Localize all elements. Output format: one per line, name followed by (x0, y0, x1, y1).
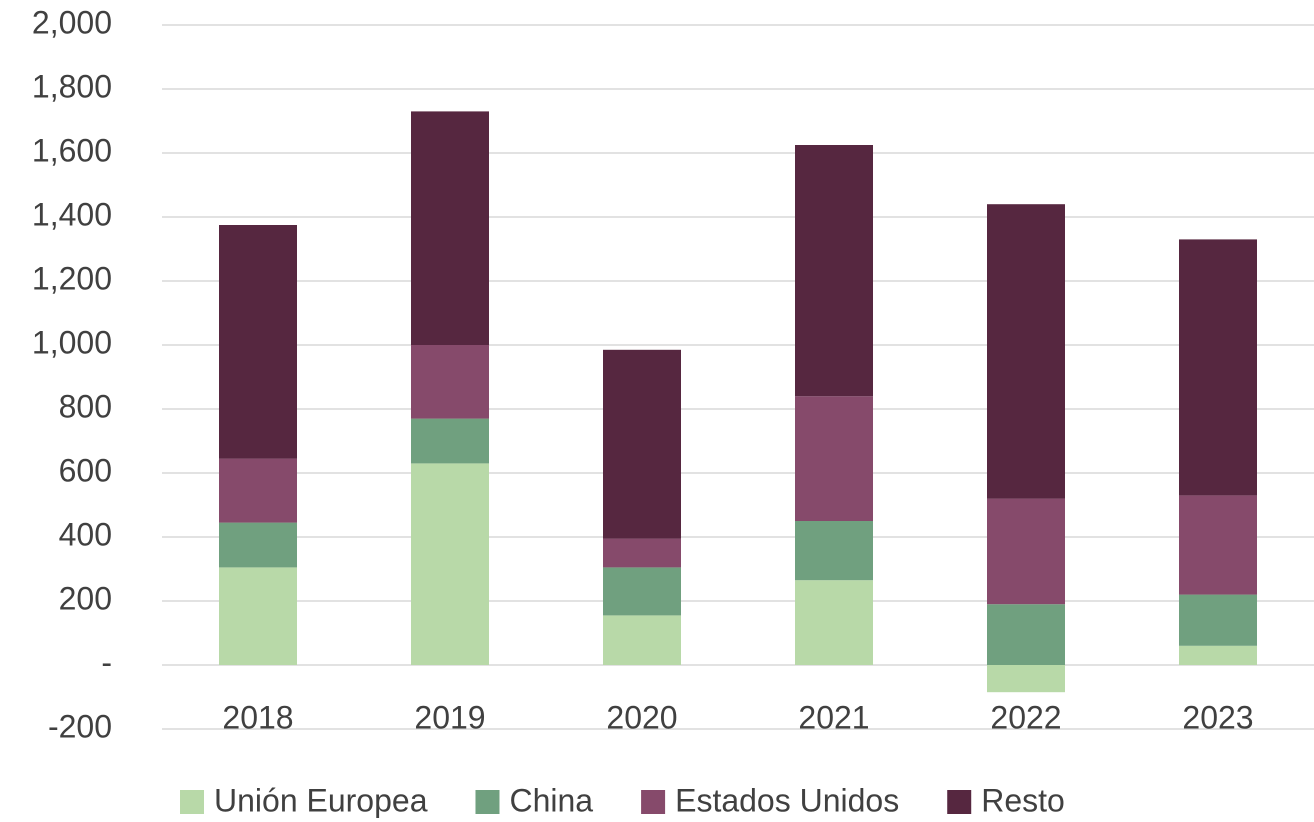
bar-segment (1179, 594, 1257, 646)
x-tick-label: 2023 (1182, 699, 1253, 735)
bar-segment (1179, 239, 1257, 496)
bar-segment (795, 580, 873, 665)
bar-segment (219, 567, 297, 665)
bar-segment (603, 567, 681, 616)
legend-label: Unión Europea (214, 782, 428, 818)
legend-swatch (180, 790, 204, 814)
legend-swatch (475, 790, 500, 814)
x-tick-label: 2022 (990, 699, 1061, 735)
bar-segment (603, 538, 681, 568)
legend-swatch (641, 790, 666, 814)
bar-segment (219, 458, 297, 523)
bar-segment (795, 396, 873, 521)
bar-segment (987, 204, 1065, 499)
y-tick-label: 400 (59, 516, 112, 552)
bar-segment (1179, 495, 1257, 595)
y-tick-label: 1,200 (32, 260, 112, 296)
bar-segment (219, 225, 297, 459)
y-tick-label: 800 (59, 388, 112, 424)
legend-label: Estados Unidos (675, 782, 899, 818)
y-tick-label: 600 (59, 452, 112, 488)
bar-segment (603, 349, 681, 539)
bar-segment (987, 498, 1065, 605)
y-tick-label: 1,800 (32, 68, 112, 104)
y-tick-label: 2,000 (32, 4, 112, 40)
bar-segment (795, 145, 873, 397)
x-tick-label: 2019 (414, 699, 485, 735)
bar-segment (1179, 645, 1257, 665)
bar-segment (795, 521, 873, 581)
x-tick-label: 2020 (606, 699, 677, 735)
bar-segment (987, 665, 1065, 693)
y-tick-label: 1,400 (32, 196, 112, 232)
bar-segment (411, 345, 489, 419)
bar-segment (219, 522, 297, 568)
legend-label: Resto (981, 782, 1065, 818)
legend-swatch (947, 790, 972, 814)
y-tick-label: -200 (48, 708, 112, 744)
bar-segment (411, 111, 489, 346)
bar-segment (603, 615, 681, 665)
bar-segment (987, 604, 1065, 665)
y-tick-label: 1,000 (32, 324, 112, 360)
y-tick-label: 200 (59, 580, 112, 616)
x-tick-label: 2018 (222, 699, 293, 735)
x-tick-label: 2021 (798, 699, 869, 735)
bar-segment (411, 418, 489, 464)
y-tick-label: - (101, 644, 112, 680)
y-tick-label: 1,600 (32, 132, 112, 168)
legend-label: China (509, 782, 593, 818)
bar-segment (411, 463, 489, 665)
